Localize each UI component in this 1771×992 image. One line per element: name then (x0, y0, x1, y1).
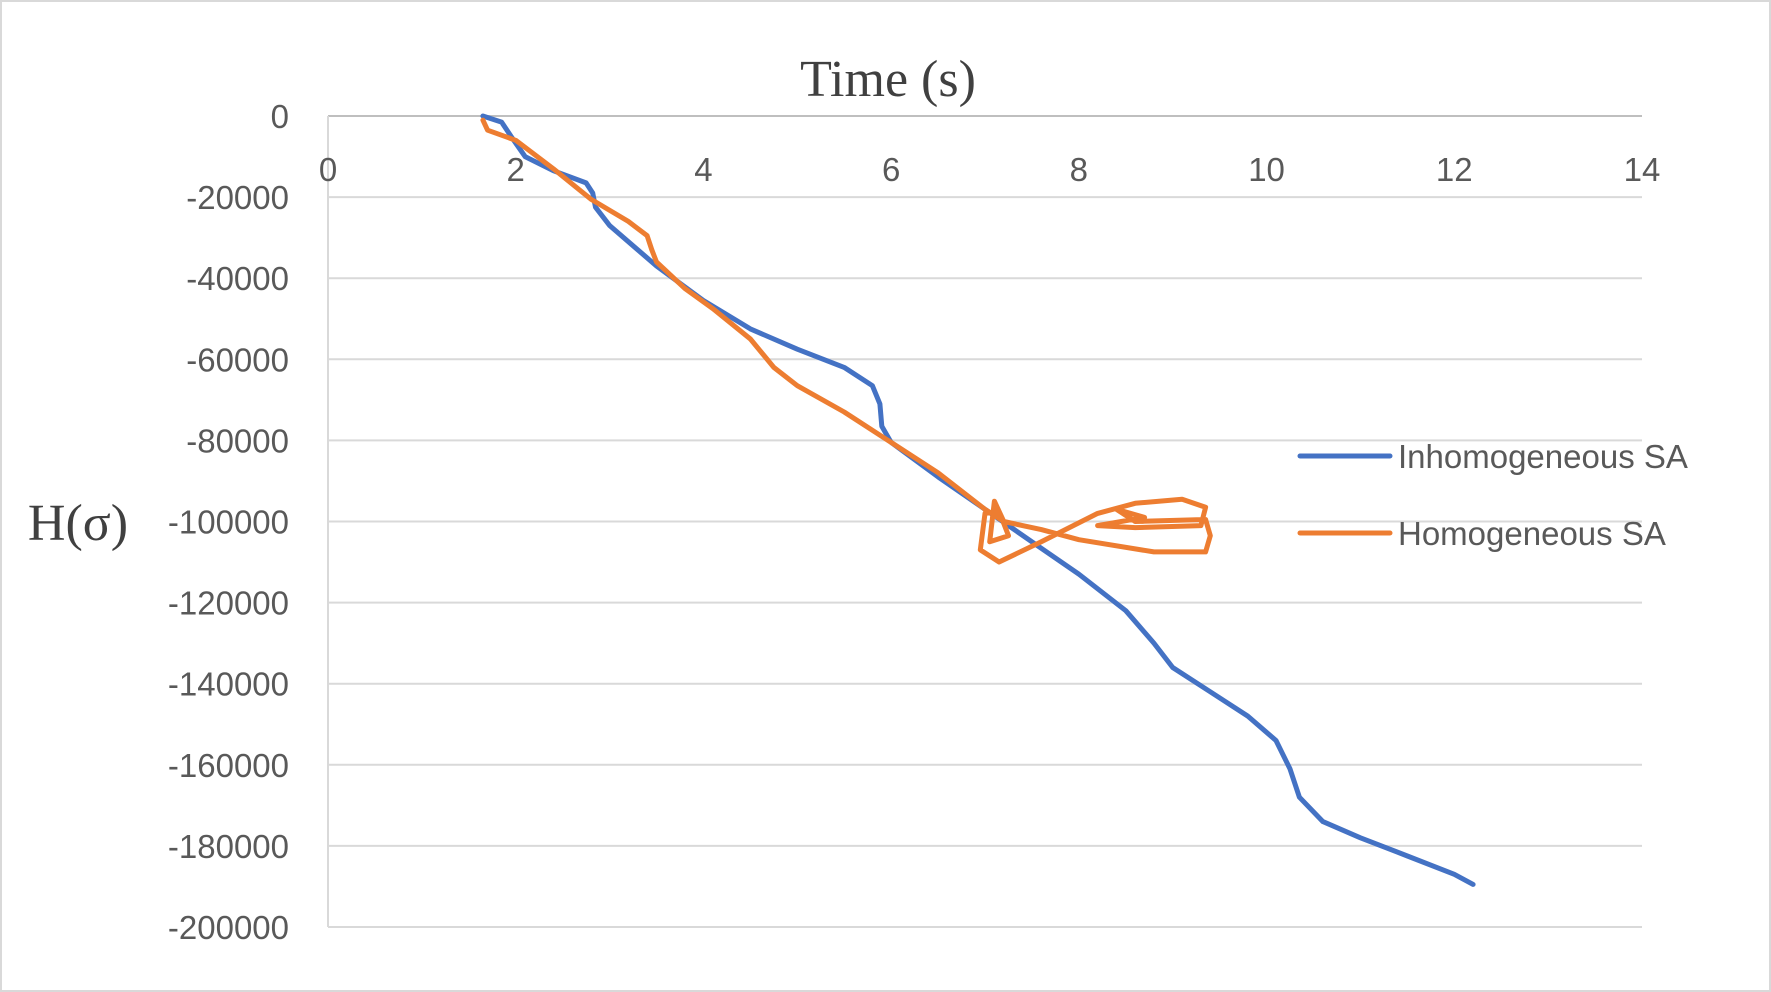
series-lines (480, 113, 1476, 887)
y-tick-label: -80000 (186, 422, 289, 459)
y-tick-label: -120000 (168, 585, 289, 622)
y-axis-title: H(σ) (28, 495, 128, 552)
x-tick-label: 2 (507, 151, 525, 188)
y-tick-label: 0 (271, 98, 289, 135)
x-tick-label: 12 (1436, 151, 1473, 188)
y-tick-label: -140000 (168, 666, 289, 703)
x-axis-title: Time (s) (800, 51, 976, 108)
y-tick-label: -40000 (186, 260, 289, 297)
x-tick-label: 6 (882, 151, 900, 188)
x-tick-label: 0 (319, 151, 337, 188)
legend-label: Inhomogeneous SA (1398, 438, 1688, 475)
y-tick-label: -20000 (186, 179, 289, 216)
x-tick-label: 10 (1248, 151, 1285, 188)
x-tick-label: 14 (1624, 151, 1661, 188)
x-tick-label: 4 (694, 151, 712, 188)
y-tick-label: -100000 (168, 504, 289, 541)
legend-label: Homogeneous SA (1398, 515, 1666, 552)
y-tick-label: -160000 (168, 747, 289, 784)
y-tick-label: -180000 (168, 828, 289, 865)
y-tick-label: -60000 (186, 341, 289, 378)
tick-labels: 0 -20000 -40000 -60000 -80000 -100000 -120000 -… (168, 98, 1660, 946)
x-tick-label: 8 (1070, 151, 1088, 188)
series-line-homogeneous-sa (480, 117, 1213, 565)
axes (327, 115, 1642, 927)
y-tick-label: -200000 (168, 909, 289, 946)
grid-lines (328, 196, 1642, 928)
legend: Inhomogeneous SA Homogeneous SA (1297, 438, 1688, 552)
